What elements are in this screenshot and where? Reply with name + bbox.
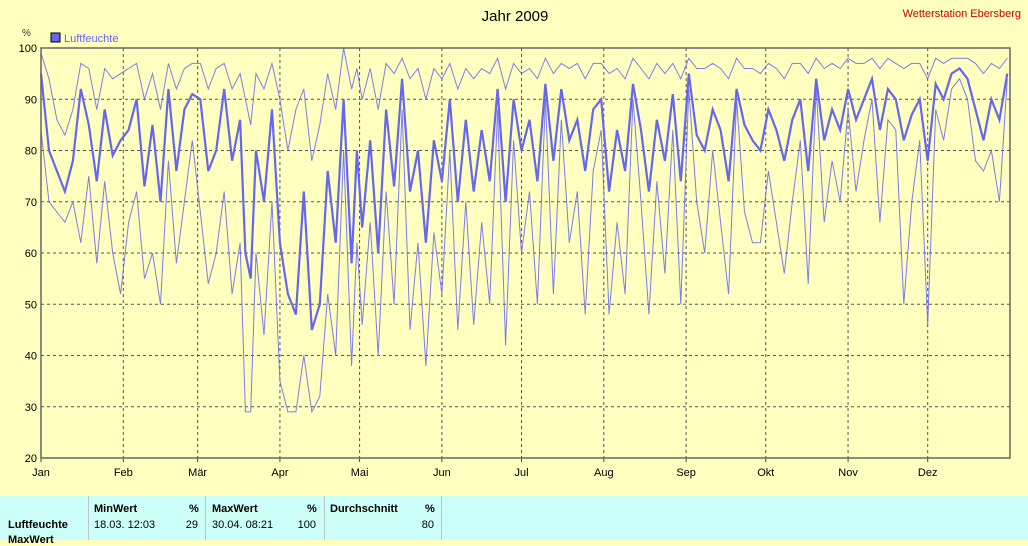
plot-frame xyxy=(40,47,1011,459)
max-unit: % xyxy=(307,503,317,515)
chart-title: Jahr 2009 xyxy=(482,8,549,25)
axes: 20 30 40 50 60 70 80 90 100 Jan Feb Mär Apr Mai Jun Jul… xyxy=(19,43,1011,479)
row-label: Luftfeuchte xyxy=(8,519,68,531)
x-tick-label: Jul xyxy=(514,467,528,479)
x-tick-label: Dez xyxy=(918,467,938,479)
legend-swatch xyxy=(50,32,61,43)
max-header: MaxWert xyxy=(212,503,258,515)
humidity-chart: Jahr 2009 Wetterstation Ebersberg % Luft… xyxy=(19,8,1021,479)
y-tick-label: 50 xyxy=(25,299,37,311)
stats-panel: MinWert % MaxWert % Durchschnitt % Luftf… xyxy=(0,496,1028,546)
x-tick-label: Jan xyxy=(32,467,50,479)
max-time: 30.04. 08:21 xyxy=(212,519,274,531)
legend-label: Luftfeuchte xyxy=(64,33,118,45)
avg-unit: % xyxy=(425,503,435,515)
x-tick-label: Mär xyxy=(188,467,207,479)
x-tick-label: Mai xyxy=(351,467,369,479)
x-tick-label: Sep xyxy=(676,467,696,479)
x-tick-label: Jun xyxy=(433,467,451,479)
y-tick-label: 60 xyxy=(25,248,37,260)
y-tick-label: 80 xyxy=(25,146,37,158)
avg-value: 80 xyxy=(421,519,434,531)
divider xyxy=(324,496,325,540)
divider xyxy=(88,496,89,540)
y-tick-label: 30 xyxy=(25,402,37,414)
series-layer xyxy=(39,47,1009,414)
humidity-max-line xyxy=(40,47,1008,161)
y-tick-label: 100 xyxy=(19,43,37,55)
y-axis-unit: % xyxy=(22,28,31,39)
y-tick-label: 90 xyxy=(25,94,37,106)
next-row-label: MaxWert xyxy=(8,534,54,546)
y-tick-label: 40 xyxy=(25,351,37,363)
station-label: Wetterstation Ebersberg xyxy=(903,8,1021,20)
humidity-mean-line xyxy=(39,67,1009,331)
x-tick-label: Okt xyxy=(757,467,774,479)
y-tick-label: 70 xyxy=(25,197,37,209)
min-header: MinWert xyxy=(94,503,138,515)
chart-area: Jahr 2009 Wetterstation Ebersberg % Luft… xyxy=(18,8,1021,479)
avg-header: Durchschnitt xyxy=(330,503,398,515)
x-tick-label: Nov xyxy=(838,467,858,479)
min-time: 18.03. 12:03 xyxy=(94,519,156,531)
y-tick-label: 20 xyxy=(25,453,37,465)
divider xyxy=(205,496,206,540)
grid xyxy=(41,48,1010,458)
x-tick-label: Apr xyxy=(271,467,288,479)
min-unit: % xyxy=(189,503,199,515)
x-tick-label: Aug xyxy=(594,467,614,479)
min-value: 29 xyxy=(185,519,198,531)
max-value: 100 xyxy=(297,519,316,531)
x-tick-label: Feb xyxy=(114,467,133,479)
humidity-min-line xyxy=(40,77,1008,414)
divider xyxy=(441,496,442,540)
